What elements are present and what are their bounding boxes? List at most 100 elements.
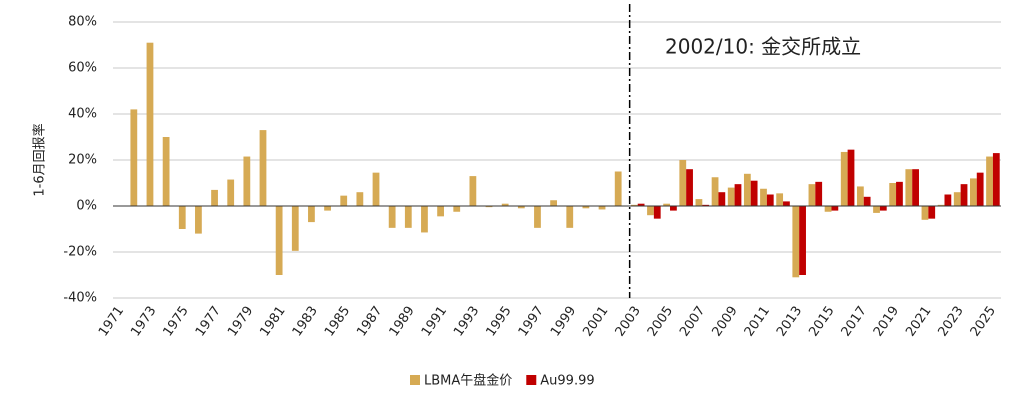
x-tick-label: 1977 [193,304,224,340]
bar [243,156,251,206]
bar [937,204,945,206]
bar [324,206,331,211]
bar [670,206,677,211]
bar [469,176,477,206]
x-tick-label: 1979 [225,304,256,340]
x-tick-label: 2003 [613,304,644,340]
bar [453,206,461,212]
bar [702,204,710,206]
bar [889,183,897,206]
y-tick-label: -20% [63,245,97,260]
bar [566,206,574,228]
bar [485,206,493,208]
bar [905,169,913,206]
bar [534,206,541,228]
bar [356,192,364,206]
bar [856,186,864,206]
x-tick-label: 1973 [128,304,159,340]
y-tick-label: -40% [63,291,97,306]
x-tick-label: 1999 [548,304,579,340]
x-tick-label: 2013 [774,304,805,340]
x-tick-label: 1983 [290,304,321,340]
bar [970,178,977,206]
bar [840,151,848,206]
y-tick-label: 0% [76,199,97,214]
bar [686,169,693,206]
bar [912,169,919,206]
bar [799,206,806,275]
bar [630,204,638,206]
x-tick-label: 1993 [451,304,482,340]
bar [976,172,984,206]
annotation: 2002/10: 金交所成立 [665,35,861,59]
bar [808,184,816,206]
bar [776,193,784,206]
x-tick-label: 2019 [871,304,902,340]
bar [847,149,855,206]
bar [992,153,1000,206]
x-tick-label: 1971 [96,304,127,340]
x-tick-label: 2007 [677,304,708,340]
legend-swatch [410,375,420,385]
bar [734,184,742,206]
y-tick-label: 40% [68,107,97,122]
bar [372,172,380,206]
x-tick-label: 2009 [709,304,740,340]
bar [896,181,903,206]
x-tick-label: 1985 [322,304,353,340]
bar [679,160,687,206]
bar [647,206,654,216]
bar [501,203,509,206]
bar [259,130,267,206]
bar [653,206,661,219]
bar [437,206,444,217]
bar [404,206,412,228]
y-tick-label: 80% [68,15,97,30]
bar [211,189,218,206]
bar [960,184,968,206]
x-tick-label: 2017 [839,304,870,340]
legend-label: Au99.99 [540,374,594,389]
bar [873,206,880,213]
legend-swatch [526,375,537,385]
bar [598,206,606,210]
legend-label: LBMA午盘金价 [424,373,512,389]
x-tick-label: 2015 [806,304,837,340]
bar [421,206,428,233]
bar [614,171,622,206]
bar [760,188,767,206]
bar [178,206,186,229]
bar [928,206,936,219]
bar [275,206,283,275]
bar [711,177,719,206]
x-tick-label: 2011 [742,304,773,340]
bar [388,206,396,228]
bar [130,109,138,206]
bar [824,206,832,212]
bar [727,187,735,206]
x-tick-label: 1987 [354,304,385,340]
bar [766,194,774,206]
bar [291,206,299,251]
bar [953,192,961,206]
x-tick-label: 1991 [419,304,450,340]
bar [227,179,235,206]
x-tick-label: 1989 [387,304,418,340]
bar [308,206,315,223]
x-tick-label: 2023 [936,304,967,340]
y-tick-label: 60% [68,61,97,76]
bar [517,206,525,209]
y-tick-label: 20% [68,153,97,168]
bar [750,180,758,206]
bar [944,194,952,206]
bar [718,192,726,206]
x-tick-label: 2001 [580,304,611,340]
x-tick-label: 2025 [968,304,999,340]
bar [831,206,839,211]
bar [986,156,993,206]
bar [663,203,671,206]
x-tick-label: 2005 [645,304,676,340]
x-tick-label: 2021 [903,304,934,340]
bar [195,206,202,234]
